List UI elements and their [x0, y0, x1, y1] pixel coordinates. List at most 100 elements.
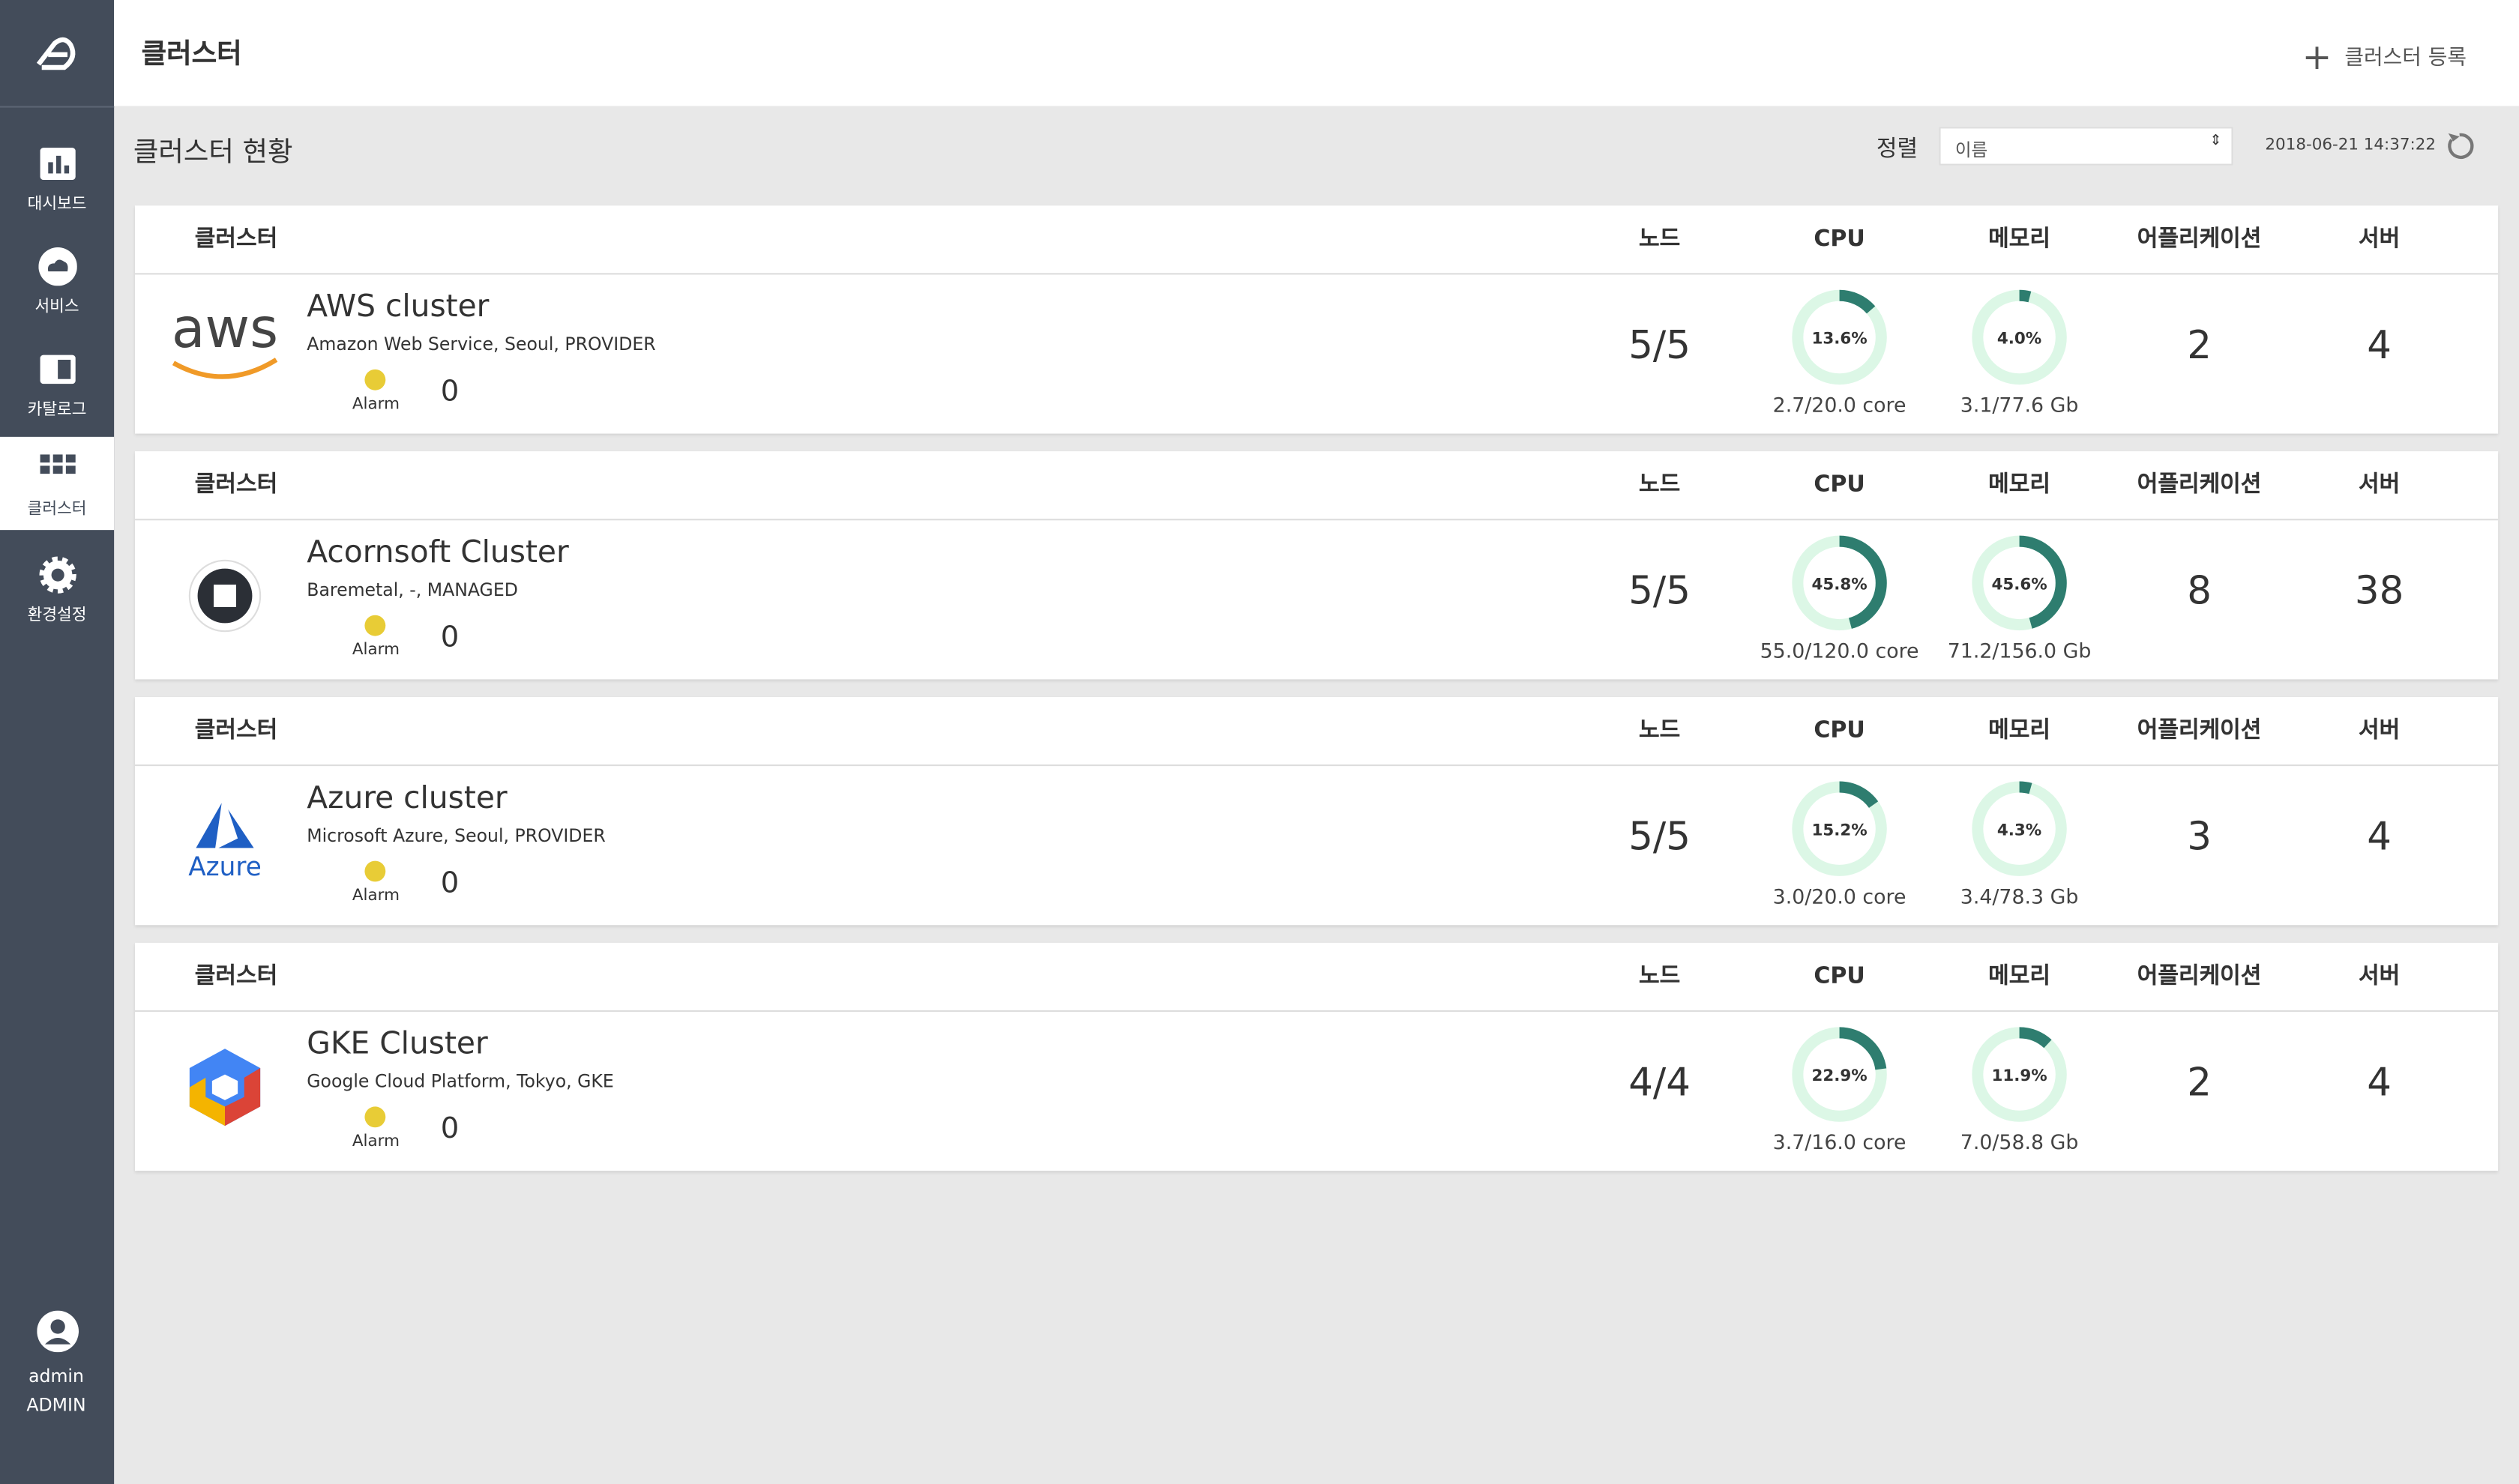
gauge-label: 13.6% — [1811, 330, 1867, 349]
header: 클러스터 + 클러스터 등록 — [114, 0, 2519, 106]
gauge: 4.0% — [1972, 289, 2067, 385]
gauge: 4.3% — [1972, 781, 2067, 876]
logo-text: Azure — [188, 852, 262, 882]
alarm-icon — [364, 860, 386, 882]
column-header: 노드 — [1638, 717, 1681, 744]
gauge-arc — [1792, 781, 1887, 876]
column-header: 클러스터 — [194, 472, 278, 498]
refresh-button[interactable] — [2443, 130, 2476, 163]
column-header: CPU — [1814, 226, 1865, 253]
alarm-count: 0 — [440, 375, 460, 409]
column-header: CPU — [1814, 717, 1865, 744]
column-header: 클러스터 — [194, 226, 278, 253]
apps: 2 — [2187, 1060, 2212, 1106]
column-header: 메모리 — [1988, 226, 2050, 253]
icon — [38, 247, 77, 286]
user-role: ADMIN — [26, 1395, 86, 1416]
servers: 4 — [2367, 814, 2392, 860]
usage: 2.7/20.0 core — [1772, 392, 1906, 417]
gauge-arc — [1792, 535, 1887, 631]
cluster-card[interactable]: 클러스터 노드 CPU 메모리 어플리케이션 서버 Azure Azure cluster Mi… — [135, 697, 2499, 926]
nav-cluster[interactable]: 클러스터 — [0, 436, 115, 531]
cluster-description: Baremetal, -, MANAGED — [307, 579, 518, 601]
gauge-arc — [1792, 1027, 1887, 1122]
column-header: 노드 — [1638, 963, 1681, 989]
logo[interactable] — [0, 0, 115, 108]
icon — [40, 454, 76, 474]
cluster-name: Azure cluster — [307, 780, 508, 816]
gauge-arc — [1972, 535, 2067, 631]
column-header: CPU — [1814, 472, 1865, 498]
gauge-label: 45.8% — [1811, 575, 1867, 594]
gauge-arc — [1972, 289, 2067, 385]
column-header: 클러스터 — [194, 963, 278, 989]
column-header: 메모리 — [1988, 963, 2050, 989]
column-header: CPU — [1814, 963, 1865, 989]
logo-smile — [172, 358, 278, 379]
column-header: 어플리케이션 — [2137, 963, 2262, 989]
nav-label: 카탈로그 — [27, 401, 87, 420]
nav-settings[interactable]: 환경설정 — [0, 543, 114, 636]
alarm-label: Alarm — [352, 1132, 400, 1151]
usage: 3.4/78.3 Gb — [1960, 884, 2079, 908]
cluster-card[interactable]: 클러스터 노드 CPU 메모리 어플리케이션 서버 Acornsoft Cluster Bar… — [135, 451, 2499, 680]
gauge: 45.6% — [1972, 535, 2067, 631]
icon — [40, 148, 76, 180]
column-header: 어플리케이션 — [2137, 472, 2262, 498]
logo-part — [225, 1068, 261, 1126]
sort-select[interactable]: 이름 ⇕ — [1939, 127, 2233, 166]
nodes: 5/5 — [1628, 322, 1691, 368]
gauge-label: 4.0% — [1997, 330, 2041, 349]
column-header: 서버 — [2358, 963, 2401, 989]
column-header: 노드 — [1638, 226, 1681, 253]
divider — [135, 519, 2499, 521]
usage: 55.0/120.0 core — [1760, 638, 1919, 663]
servers: 38 — [2354, 568, 2404, 614]
gauge: 11.9% — [1972, 1027, 2067, 1122]
select-arrow: ⇕ — [2209, 133, 2222, 150]
cluster-name: GKE Cluster — [307, 1026, 488, 1062]
cluster-card[interactable]: 클러스터 노드 CPU 메모리 어플리케이션 서버 GKE Cluster Google Cl… — [135, 942, 2499, 1171]
logo-text: aws — [172, 297, 278, 361]
cluster-description: Microsoft Azure, Seoul, PROVIDER — [307, 825, 606, 847]
user-avatar[interactable] — [37, 1310, 79, 1353]
column-header: 클러스터 — [194, 717, 278, 744]
usage: 3.1/77.6 Gb — [1960, 392, 2079, 417]
nav-dashboard[interactable]: 대시보드 — [0, 132, 114, 225]
alarm-icon — [364, 369, 386, 390]
column-header: 서버 — [2358, 472, 2401, 498]
servers: 4 — [2367, 1060, 2392, 1106]
alarm-label: Alarm — [352, 396, 400, 414]
column-header: 서버 — [2358, 717, 2401, 744]
column-header: 어플리케이션 — [2137, 226, 2262, 253]
sort-value: 이름 — [1954, 139, 1988, 161]
nav-label: 대시보드 — [27, 196, 87, 214]
cluster-description: Amazon Web Service, Seoul, PROVIDER — [307, 334, 656, 355]
cluster-logo: Azure — [188, 803, 262, 882]
gauge-arc — [1792, 289, 1887, 385]
nav-service[interactable]: 서비스 — [0, 235, 114, 328]
timestamp: 2018-06-21 14:37:22 — [2265, 136, 2437, 154]
logo-icon — [36, 37, 76, 70]
sort-label: 정렬 — [1876, 136, 1918, 163]
alarm-label: Alarm — [352, 887, 400, 905]
register-button[interactable]: + 클러스터 등록 — [2302, 38, 2467, 79]
gauge: 22.9% — [1792, 1027, 1887, 1122]
gauge: 15.2% — [1792, 781, 1887, 876]
column-header: 메모리 — [1988, 717, 2050, 744]
toolbar-title: 클러스터 현황 — [133, 136, 293, 169]
nav-catalog[interactable]: 카탈로그 — [0, 337, 114, 430]
cluster-logo — [188, 559, 262, 633]
alarm-count: 0 — [440, 1112, 460, 1146]
column-header: 메모리 — [1988, 472, 2050, 498]
usage: 3.0/20.0 core — [1772, 884, 1906, 908]
cluster-logo: aws — [172, 297, 278, 379]
gauge: 13.6% — [1792, 289, 1887, 385]
alarm-count: 0 — [440, 621, 460, 655]
column-header: 노드 — [1638, 472, 1681, 498]
cluster-card[interactable]: 클러스터 노드 CPU 메모리 어플리케이션 서버 aws AWS cluster Amazon… — [135, 205, 2499, 434]
apps: 2 — [2187, 322, 2212, 368]
gauge-label: 22.9% — [1811, 1067, 1867, 1085]
icon — [39, 556, 76, 594]
